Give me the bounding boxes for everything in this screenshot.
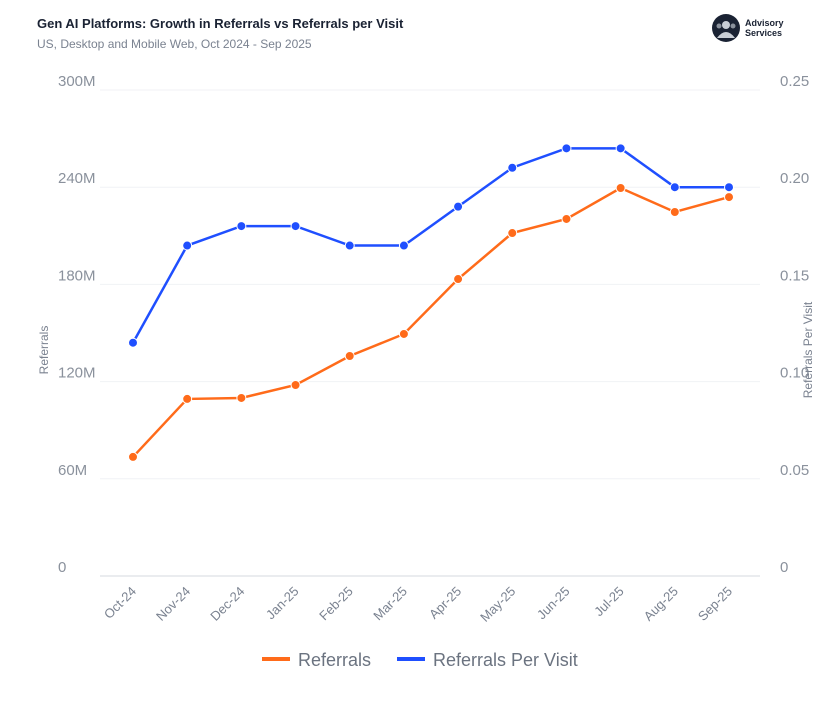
x-tick-label: Aug-25: [641, 584, 681, 624]
logo-text: Advisory Services: [745, 18, 784, 38]
y-left-tick-label: 300M: [58, 73, 96, 90]
y-right-tick-label: 0.10: [780, 365, 809, 382]
data-point: [507, 228, 518, 239]
data-point: [344, 351, 355, 362]
legend-swatch: [397, 657, 425, 661]
advisory-services-logo: Advisory Services: [712, 14, 790, 42]
y-right-tick-label: 0.20: [780, 170, 809, 187]
x-tick-label: Jun-25: [534, 584, 573, 623]
x-tick-label: Oct-24: [101, 584, 139, 622]
x-tick-label: Mar-25: [370, 584, 410, 624]
data-point: [561, 213, 572, 224]
y-left-tick-label: 60M: [58, 462, 87, 479]
data-point: [507, 162, 518, 173]
data-point: [453, 274, 464, 285]
data-point: [615, 143, 626, 154]
data-point: [128, 337, 138, 348]
data-point: [398, 328, 409, 339]
data-point: [236, 221, 247, 232]
data-point: [344, 240, 355, 251]
data-point: [615, 183, 626, 194]
data-point: [669, 206, 680, 217]
data-point: [182, 393, 193, 404]
data-point: [128, 451, 138, 462]
legend-label[interactable]: Referrals: [298, 650, 371, 670]
y-left-tick-label: 0: [58, 559, 66, 576]
y-right-tick-label: 0: [780, 559, 788, 576]
y-right-tick-label: 0.25: [780, 73, 809, 90]
series-line-referrals-per-visit: [131, 147, 729, 344]
y-left-tick-label: 180M: [58, 267, 96, 284]
x-tick-label: Jan-25: [263, 584, 302, 623]
y-left-tick-label: 240M: [58, 170, 96, 187]
data-point: [398, 240, 409, 251]
data-point: [182, 240, 193, 251]
data-point: [724, 192, 734, 203]
data-point: [561, 143, 572, 154]
legend-label[interactable]: Referrals Per Visit: [433, 650, 578, 670]
data-point: [724, 182, 734, 193]
x-tick-label: Apr-25: [426, 584, 464, 622]
people-icon: [712, 14, 740, 42]
chart-subtitle: US, Desktop and Mobile Web, Oct 2024 - S…: [37, 37, 312, 51]
x-tick-label: Nov-24: [153, 584, 193, 624]
data-point: [669, 182, 680, 193]
x-tick-label: Dec-24: [207, 584, 247, 624]
y-left-tick-label: 120M: [58, 365, 96, 382]
data-point: [453, 201, 464, 212]
y-right-tick-label: 0.15: [780, 267, 809, 284]
data-point: [236, 392, 247, 403]
y-left-axis-label: Referrals: [37, 326, 51, 375]
y-right-axis-label: Referrals Per Visit: [801, 301, 815, 398]
data-point: [290, 221, 301, 232]
y-right-tick-label: 0.05: [780, 462, 809, 479]
series-line-referrals: [132, 186, 730, 458]
x-tick-label: May-25: [477, 584, 518, 625]
data-point: [290, 380, 301, 391]
x-tick-label: Feb-25: [316, 584, 356, 624]
x-tick-label: Jul-25: [591, 584, 627, 620]
legend-swatch: [262, 657, 290, 661]
x-tick-label: Sep-25: [695, 584, 735, 624]
chart-title: Gen AI Platforms: Growth in Referrals vs…: [37, 16, 404, 31]
